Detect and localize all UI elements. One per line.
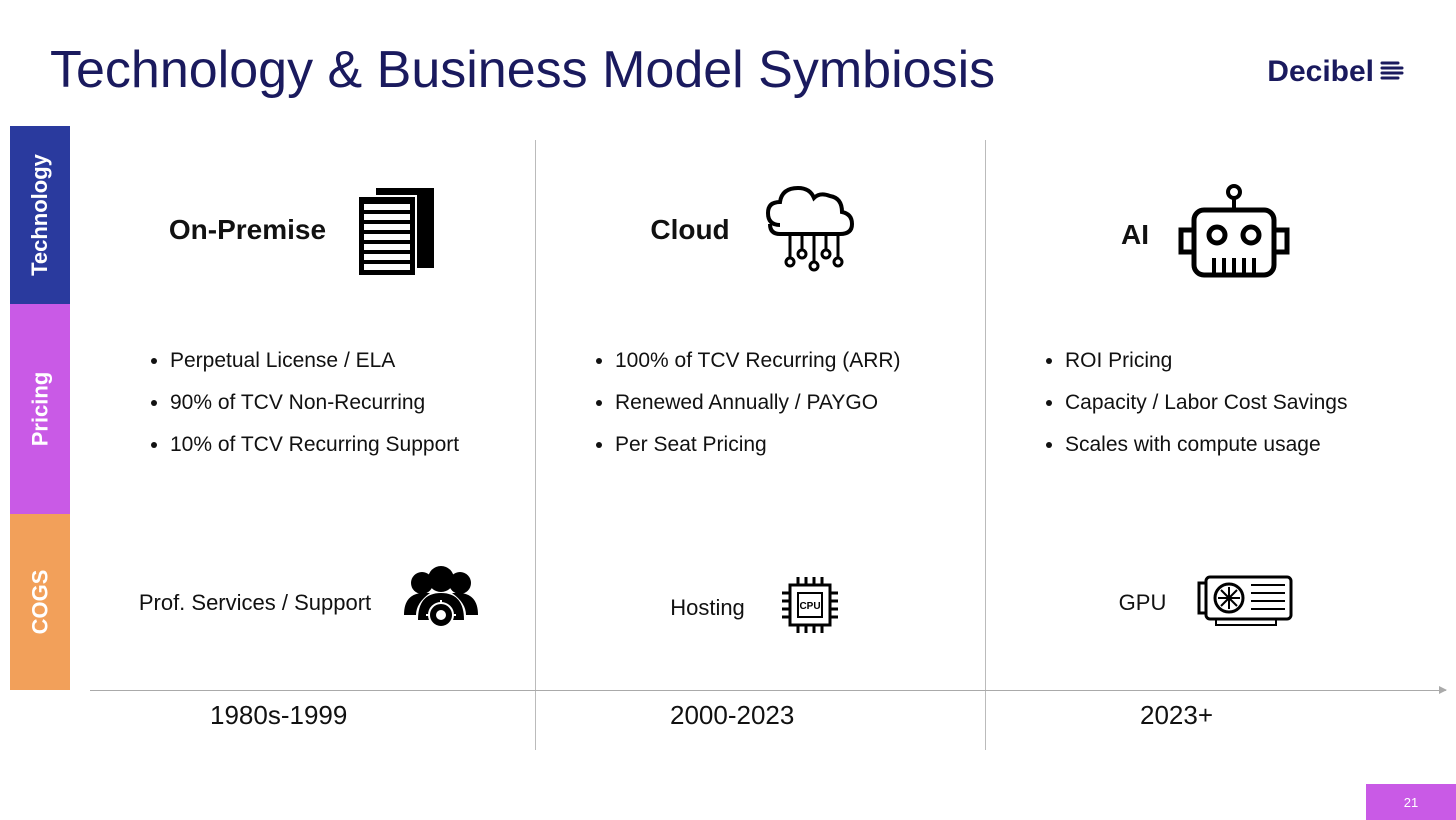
pricing-list: 100% of TCV Recurring (ARR) Renewed Annu… (595, 340, 965, 466)
list-item: 100% of TCV Recurring (ARR) (615, 340, 965, 382)
timeline-arrow (90, 690, 1446, 691)
era-label: 2023+ (1140, 700, 1213, 731)
svg-text:CPU: CPU (799, 601, 820, 612)
sidebar-pricing: Pricing (10, 304, 70, 514)
cogs-row: Hosting CPU (555, 565, 965, 650)
people-gear-icon (396, 565, 486, 640)
column-ai: AI ROI Pricing Capacity / Labor Cost Sav… (985, 140, 1435, 740)
content-grid: On-Premise Perpetual License / ELA 90% o… (90, 140, 1436, 740)
pricing-list: Perpetual License / ELA 90% of TCV Non-R… (150, 340, 515, 466)
page-title: Technology & Business Model Symbiosis (50, 40, 995, 100)
cogs-label: Prof. Services / Support (139, 590, 371, 616)
list-item: Per Seat Pricing (615, 424, 965, 466)
cloud-network-icon (750, 180, 870, 280)
gpu-card-icon (1191, 565, 1301, 640)
list-item: 10% of TCV Recurring Support (170, 424, 515, 466)
era-label: 2000-2023 (670, 700, 794, 731)
sidebar-technology: Technology (10, 126, 70, 304)
tech-row: Cloud (575, 180, 945, 280)
brand-icon (1380, 59, 1406, 85)
page-number: 21 (1366, 784, 1456, 820)
server-rack-icon (346, 180, 456, 280)
column-onprem: On-Premise Perpetual License / ELA 90% o… (90, 140, 535, 740)
list-item: Capacity / Labor Cost Savings (1065, 382, 1415, 424)
column-cloud: Cloud 100% of TCV Recurring (ARR) Renewe… (535, 140, 985, 740)
tech-label: AI (1121, 219, 1149, 251)
cogs-label: Hosting (670, 595, 745, 621)
cogs-row: GPU (1005, 565, 1415, 640)
tech-row: AI (1025, 180, 1395, 290)
cpu-chip-icon: CPU (770, 565, 850, 650)
sidebar-cogs: COGS (10, 514, 70, 690)
tech-row: On-Premise (130, 180, 495, 280)
cogs-row: Prof. Services / Support (110, 565, 515, 640)
brand-logo: Decibel (1267, 55, 1406, 89)
era-label: 1980s-1999 (210, 700, 347, 731)
brand-text: Decibel (1267, 55, 1374, 89)
robot-icon (1169, 180, 1299, 290)
pricing-list: ROI Pricing Capacity / Labor Cost Saving… (1045, 340, 1415, 466)
list-item: Scales with compute usage (1065, 424, 1415, 466)
list-item: Perpetual License / ELA (170, 340, 515, 382)
cogs-label: GPU (1119, 590, 1167, 616)
tech-label: On-Premise (169, 214, 326, 246)
list-item: ROI Pricing (1065, 340, 1415, 382)
list-item: Renewed Annually / PAYGO (615, 382, 965, 424)
list-item: 90% of TCV Non-Recurring (170, 382, 515, 424)
tech-label: Cloud (650, 214, 729, 246)
